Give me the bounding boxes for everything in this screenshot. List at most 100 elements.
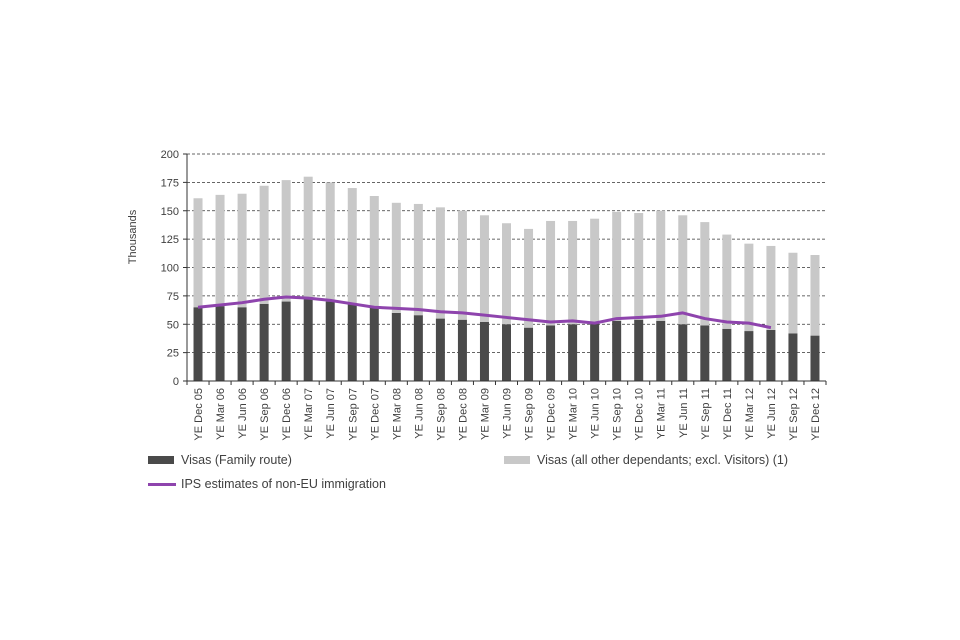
bar-family [237,307,247,381]
bar-family [413,315,423,381]
bar-dependants [524,228,534,328]
bar-family [524,327,534,381]
bar-dependants [568,220,578,325]
bar-dependants [810,255,820,336]
bar-dependants [612,211,622,321]
x-tick-label: YE Mar 10 [568,388,580,440]
x-tick-label: YE Jun 08 [413,388,425,439]
bar-dependants [369,195,379,308]
bar-family [744,331,754,381]
bar-dependants [590,218,600,324]
x-tick-label: YE Sep 10 [612,388,624,441]
bar-dependants [479,215,489,322]
bar-dependants [788,252,798,334]
bar-dependants [391,202,401,313]
axes [183,153,827,385]
bar-dependants [347,188,357,304]
y-tick-label: 25 [167,348,179,360]
bar-family [590,323,600,381]
y-tick-label: 175 [161,177,179,189]
bar-family [369,307,379,381]
bar-dependants [744,243,754,332]
x-tick-label: YE Dec 05 [193,388,205,441]
x-tick-label: YE Dec 10 [634,388,646,441]
bar-family [502,324,511,381]
bar-family [678,324,688,381]
bar-dependants [193,198,203,308]
x-tick-label: YE Mar 12 [744,388,756,440]
y-tick-label: 200 [161,149,179,161]
bar-family [700,325,710,381]
legend-swatch-ips [148,482,176,486]
bar-dependants [656,210,666,321]
bar-family [810,335,820,381]
bar-family [391,312,401,381]
y-tick-label: 125 [161,234,179,246]
ips-line [197,295,772,330]
bar-family [325,301,335,381]
bar-family [634,319,644,381]
legend-label-family: Visas (Family route) [181,453,292,467]
legend-swatch-family [148,456,174,464]
bar-dependants [303,176,313,299]
y-tick-label: 100 [161,263,179,275]
bar-family [215,306,225,381]
bar-family [546,325,556,381]
x-tick-label: YE Dec 08 [457,388,469,441]
y-tick-label: 75 [167,291,179,303]
bar-dependants [457,210,467,320]
legend-swatch-dependants [504,456,530,464]
bar-family [656,320,666,381]
bar-dependants [215,194,225,307]
bar-family [193,307,203,381]
x-tick-label: YE Sep 09 [524,388,536,441]
x-tick-label: YE Jun 07 [325,388,337,439]
bar-dependants [435,207,445,319]
x-tick-label: YE Jun 12 [766,388,778,439]
bar-dependants [413,203,423,316]
x-tick-label: YE Sep 07 [347,388,359,441]
x-tick-label: YE Mar 08 [391,388,403,440]
bar-dependants [325,182,335,302]
x-tick-label: YE Mar 06 [215,388,227,440]
x-tick-label: YE Jun 10 [590,388,602,439]
legend-item-dependants: Visas (all other dependants; excl. Visit… [504,453,788,467]
x-tick-label: YE Dec 11 [722,388,734,440]
x-tick-label: YE Dec 06 [281,388,293,441]
y-tick-labels: 0 25 50 75 100 125 150 175 200 [161,149,179,388]
bar-dependants [259,185,269,304]
bar-family [281,301,291,381]
bar-dependants [634,213,644,320]
x-tick-label: YE Mar 07 [303,388,315,440]
legend-item-family: Visas (Family route) [148,453,292,467]
x-tick-label: YE Mar 09 [479,388,491,440]
bar-family [303,298,313,381]
x-tick-label: YE Mar 11 [656,388,668,439]
bar-family [766,329,776,381]
bar-dependants [678,215,688,325]
y-axis-title: Thousands [127,209,139,264]
legend-label-dependants: Visas (all other dependants; excl. Visit… [537,453,789,467]
x-tick-label: YE Sep 08 [435,388,447,441]
bar-dependants [700,222,710,326]
bar-dependants [502,223,511,325]
ips-line-path [197,295,772,330]
bar-dependants [766,245,776,330]
bar-family [435,318,445,381]
bar-family [568,324,578,381]
bar-dependants [237,193,247,308]
x-tick-label: YE Sep 11 [700,388,712,440]
x-tick-label: YE Sep 06 [259,388,271,441]
x-tick-label: YE Jun 09 [502,388,514,439]
bar-family [457,319,467,381]
bar-dependants [281,180,291,302]
y-tick-label: 150 [161,206,179,218]
x-tick-label: YE Jun 11 [678,388,690,438]
bars [193,176,820,381]
x-tick-label: YE Jun 06 [237,388,249,439]
legend-label-ips: IPS estimates of non-EU immigration [181,477,386,491]
x-tick-label: YE Dec 12 [810,388,822,441]
bar-family [722,328,732,381]
legend-item-ips: IPS estimates of non-EU immigration [148,477,386,491]
